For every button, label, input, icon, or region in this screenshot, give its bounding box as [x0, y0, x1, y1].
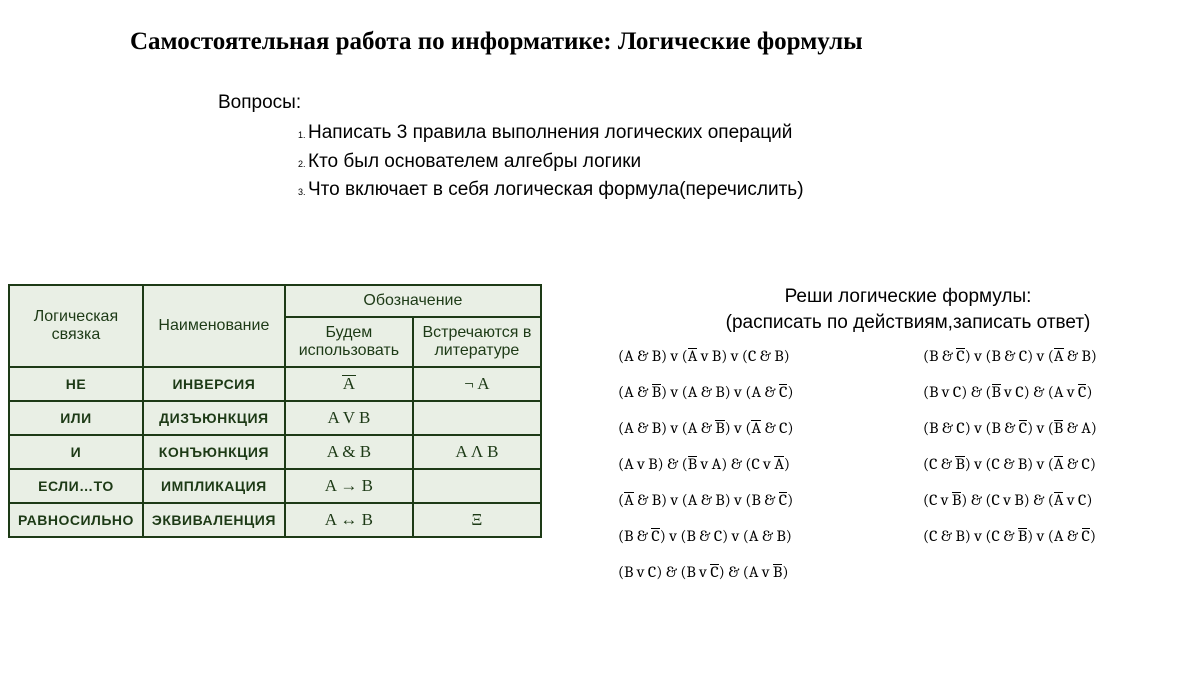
table-row: РАВНОСИЛЬНО ЭКВИВАЛЕНЦИЯ A ↔ B Ξ	[9, 503, 541, 537]
cell-name: ДИЗЪЮНКЦИЯ	[143, 401, 285, 435]
th-connective: Логическая связка	[9, 285, 143, 367]
logic-table: Логическая связка Наименование Обозначен…	[8, 284, 542, 538]
cell-lit	[413, 401, 541, 435]
formulas-block: Реши логические формулы: (расписать по д…	[618, 284, 1198, 581]
th-name: Наименование	[143, 285, 285, 367]
page-title: Самостоятельная работа по информатике: Л…	[130, 28, 863, 56]
formula-left: (B & C) v (B & C) v (A & B)	[618, 527, 893, 545]
cell-lit: A Λ B	[413, 435, 541, 469]
cell-name: КОНЪЮНКЦИЯ	[143, 435, 285, 469]
formula-left: (A v B) & (B v A) & (C v A)	[618, 455, 893, 473]
table-row: НЕ ИНВЕРСИЯ A ¬ A	[9, 367, 541, 401]
table-row: ЕСЛИ…ТО ИМПЛИКАЦИЯ A → B	[9, 469, 541, 503]
formula-right: (C v B) & (C v B) & (A v C)	[923, 491, 1198, 509]
formula-left: (B v C) & (B v C) & (A v B)	[618, 563, 893, 581]
formula-right: (C & B) v (C & B) v (A & C)	[923, 455, 1198, 473]
formulas-subtitle: (расписать по действиям,записать ответ)	[618, 310, 1198, 336]
question-item: Написать 3 правила выполнения логических…	[308, 120, 804, 146]
table-header-row-1: Логическая связка Наименование Обозначен…	[9, 285, 541, 317]
cell-lit: Ξ	[413, 503, 541, 537]
cell-use: A → B	[285, 469, 413, 503]
cell-use: A & B	[285, 435, 413, 469]
cell-name: ИНВЕРСИЯ	[143, 367, 285, 401]
formula-right: (C & B) v (C & B) v (A & C)	[923, 527, 1198, 545]
cell-use: A	[285, 367, 413, 401]
formula-left: (A & B) v (A v B) v (C & B)	[618, 347, 893, 365]
question-item: Кто был основателем алгебры логики	[308, 149, 804, 175]
cell-use: A V B	[285, 401, 413, 435]
formula-left: (A & B) v (A & B) v (A & C)	[618, 383, 893, 401]
cell-name: ИМПЛИКАЦИЯ	[143, 469, 285, 503]
formula-right: (B & C) v (B & C) v (A & B)	[923, 347, 1198, 365]
table-row: И КОНЪЮНКЦИЯ A & B A Λ B	[9, 435, 541, 469]
cell-lit: ¬ A	[413, 367, 541, 401]
th-lit: Встречаются в литературе	[413, 317, 541, 367]
questions-block: Вопросы: Написать 3 правила выполнения л…	[218, 92, 804, 206]
formulas-grid: (A & B) v (A v B) v (C & B) (B & C) v (B…	[618, 347, 1198, 581]
cell-connective: НЕ	[9, 367, 143, 401]
cell-name: ЭКВИВАЛЕНЦИЯ	[143, 503, 285, 537]
cell-use: A ↔ B	[285, 503, 413, 537]
formula-right: (B & C) v (B & C) v (B & A)	[923, 419, 1198, 437]
questions-heading: Вопросы:	[218, 92, 804, 114]
cell-lit	[413, 469, 541, 503]
cell-connective: ИЛИ	[9, 401, 143, 435]
formula-left: (A & B) v (A & B) v (B & C)	[618, 491, 893, 509]
cell-connective: ЕСЛИ…ТО	[9, 469, 143, 503]
th-notation: Обозначение	[285, 285, 541, 317]
formula-left: (A & B) v (A & B) v (A & C)	[618, 419, 893, 437]
questions-list: Написать 3 правила выполнения логических…	[218, 120, 804, 203]
table-row: ИЛИ ДИЗЪЮНКЦИЯ A V B	[9, 401, 541, 435]
question-item: Что включает в себя логическая формула(п…	[308, 177, 804, 203]
formulas-title: Реши логические формулы:	[618, 284, 1198, 310]
cell-connective: РАВНОСИЛЬНО	[9, 503, 143, 537]
formula-right: (B v C) & (B v C) & (A v C)	[923, 383, 1198, 401]
cell-connective: И	[9, 435, 143, 469]
th-use: Будем использовать	[285, 317, 413, 367]
